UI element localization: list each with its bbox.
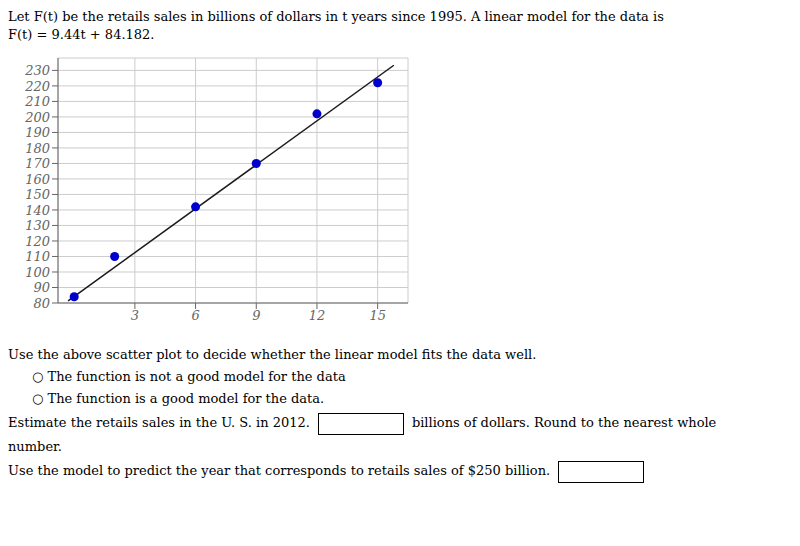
svg-text:3: 3	[131, 308, 139, 323]
svg-text:15: 15	[369, 308, 386, 323]
svg-text:210: 210	[24, 94, 50, 109]
html-text:billions of dollars. Round to: billions of dollars. Round to the neares…	[411, 415, 717, 430]
svg-text:180: 180	[25, 141, 50, 156]
html-text:number.: number.	[8, 439, 62, 454]
svg-text:140: 140	[25, 203, 50, 218]
html-text:F(t) = 9.44t + 84.182.: F(t) = 9.44t + 84.182.	[8, 27, 155, 42]
svg-text:80: 80	[33, 296, 50, 311]
svg-text:110: 110	[25, 249, 50, 264]
html-text:Use the above scatter plot to: Use the above scatter plot to decide whe…	[8, 347, 537, 362]
svg-text:130: 130	[25, 218, 50, 233]
html-text:○ The function is not a good m: ○ The function is not a good model for t…	[32, 369, 346, 384]
svg-text:90: 90	[33, 280, 50, 295]
svg-text:190: 190	[25, 125, 50, 140]
svg-text:170: 170	[25, 156, 50, 171]
svg-text:120: 120	[25, 234, 50, 249]
svg-text:100: 100	[25, 265, 50, 280]
svg-text:200: 200	[24, 110, 50, 125]
svg-text:12: 12	[309, 308, 326, 323]
html-text:Let F(t) be the retails sales: Let F(t) be the retails sales in billion…	[8, 9, 664, 24]
svg-text:6: 6	[191, 308, 199, 323]
svg-text:150: 150	[25, 187, 50, 202]
html-text:Use the model to predict the y: Use the model to predict the year that c…	[8, 463, 551, 478]
html-text:○ The function is a good model: ○ The function is a good model for the d…	[32, 391, 325, 406]
svg-text:230: 230	[24, 63, 50, 78]
svg-text:220: 220	[24, 79, 50, 94]
html-text:Estimate the retails sales in: Estimate the retails sales in the U. S. …	[8, 415, 310, 430]
svg-text:160: 160	[25, 172, 50, 187]
svg-text:9: 9	[252, 308, 260, 323]
